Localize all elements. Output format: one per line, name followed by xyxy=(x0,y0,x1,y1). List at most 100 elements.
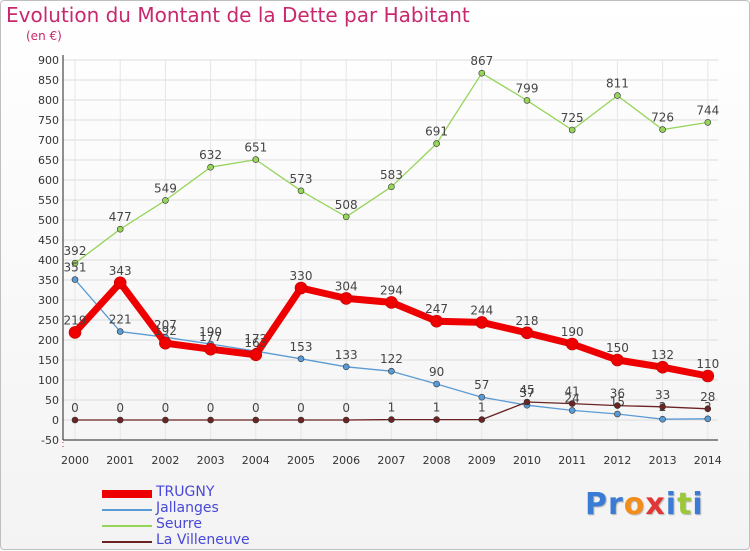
x-tick-label: 2004 xyxy=(242,454,270,467)
data-point xyxy=(342,363,350,371)
data-label: 24 xyxy=(565,391,580,405)
legend-label: Jallanges xyxy=(156,500,219,516)
data-point xyxy=(568,126,576,134)
data-point xyxy=(388,183,395,191)
legend-swatch xyxy=(102,525,152,527)
data-label: 351 xyxy=(64,261,87,275)
data-label: 190 xyxy=(199,325,222,339)
data-label: 37 xyxy=(519,386,534,400)
data-label: 219 xyxy=(64,313,87,327)
x-tick-label: 2006 xyxy=(332,454,360,467)
data-label: 726 xyxy=(651,111,674,125)
data-point xyxy=(475,316,489,329)
data-point xyxy=(656,360,669,374)
data-point xyxy=(388,416,395,423)
data-point xyxy=(249,348,263,362)
data-point xyxy=(68,326,82,339)
y-tick-label: 600 xyxy=(38,174,59,187)
data-label: 190 xyxy=(561,325,584,339)
data-label: 691 xyxy=(425,125,448,139)
data-label: 36 xyxy=(610,387,625,401)
data-label: 57 xyxy=(474,378,489,392)
y-tick-label: 200 xyxy=(38,334,59,347)
y-tick-label: 350 xyxy=(38,274,59,287)
data-label: 0 xyxy=(297,401,305,415)
y-tick-label: 400 xyxy=(38,254,59,267)
y-tick-label: 50 xyxy=(45,394,59,407)
data-label: 110 xyxy=(696,357,719,371)
data-label: 343 xyxy=(109,264,132,278)
data-label: 867 xyxy=(470,54,493,68)
x-tick-label: 2005 xyxy=(287,454,315,467)
data-point xyxy=(433,416,440,423)
data-label: 177 xyxy=(199,330,222,344)
x-tick-label: 2012 xyxy=(603,454,631,467)
data-label: 0 xyxy=(207,401,215,415)
data-label: 163 xyxy=(244,336,267,350)
data-point xyxy=(339,292,353,305)
data-label: 573 xyxy=(290,172,313,186)
x-tick-label: 2014 xyxy=(694,454,722,467)
data-point xyxy=(162,416,169,424)
data-point xyxy=(565,337,579,351)
data-point xyxy=(207,416,214,424)
data-point xyxy=(433,140,440,147)
data-point xyxy=(294,281,308,295)
data-label: 244 xyxy=(470,303,493,317)
data-point xyxy=(614,410,621,418)
x-tick-label: 2011 xyxy=(558,454,586,467)
x-tick-label: 2013 xyxy=(649,454,677,467)
data-label: 218 xyxy=(516,314,539,328)
y-tick-label: 650 xyxy=(38,154,59,167)
y-tick-label: 300 xyxy=(38,294,59,307)
y-tick-label: 550 xyxy=(38,194,59,207)
data-point xyxy=(704,415,712,423)
data-point xyxy=(430,314,443,328)
data-point xyxy=(478,69,486,77)
data-label: 1 xyxy=(433,401,441,415)
y-tick-label: -50 xyxy=(41,434,59,447)
data-label: 549 xyxy=(154,181,177,195)
data-point xyxy=(611,353,624,367)
y-tick-label: 850 xyxy=(38,74,59,87)
logo-letter: o xyxy=(623,487,646,522)
data-label: 811 xyxy=(606,77,629,91)
logo-letter: x xyxy=(645,487,666,522)
data-point xyxy=(297,187,305,195)
data-point xyxy=(204,342,217,356)
data-label: 0 xyxy=(116,401,124,415)
data-label: 0 xyxy=(252,401,260,415)
data-point xyxy=(297,416,305,424)
data-label: 45 xyxy=(519,383,534,397)
data-label: 0 xyxy=(342,401,350,415)
data-point xyxy=(385,296,398,309)
chart-title: Evolution du Montant de la Dette par Hab… xyxy=(6,3,470,27)
data-label: 0 xyxy=(71,401,79,415)
y-tick-label: 150 xyxy=(38,354,59,367)
unit-label: (en €) xyxy=(26,29,62,43)
data-point xyxy=(71,259,79,267)
data-point xyxy=(520,326,534,340)
data-point xyxy=(568,407,576,414)
data-label: 1 xyxy=(478,401,486,415)
data-label: 33 xyxy=(655,388,670,402)
x-tick-label: 2010 xyxy=(513,454,541,467)
logo-letter: t xyxy=(677,487,693,522)
legend-swatch xyxy=(102,509,152,511)
legend-label: TRUGNY xyxy=(156,484,215,500)
legend-swatch xyxy=(102,541,152,543)
data-point xyxy=(478,416,486,423)
data-point xyxy=(659,403,666,411)
data-label: 725 xyxy=(561,111,584,125)
x-tick-label: 2002 xyxy=(151,454,179,467)
legend-label: Seurre xyxy=(156,516,202,532)
data-label: 153 xyxy=(290,340,313,354)
data-point xyxy=(614,402,621,409)
y-tick-label: 450 xyxy=(38,234,59,247)
data-label: 583 xyxy=(380,168,403,182)
y-tick-label: 900 xyxy=(38,54,59,67)
data-point xyxy=(523,398,531,406)
data-label: 133 xyxy=(335,348,358,362)
x-tick-label: 2001 xyxy=(106,454,134,467)
data-point xyxy=(433,380,440,388)
